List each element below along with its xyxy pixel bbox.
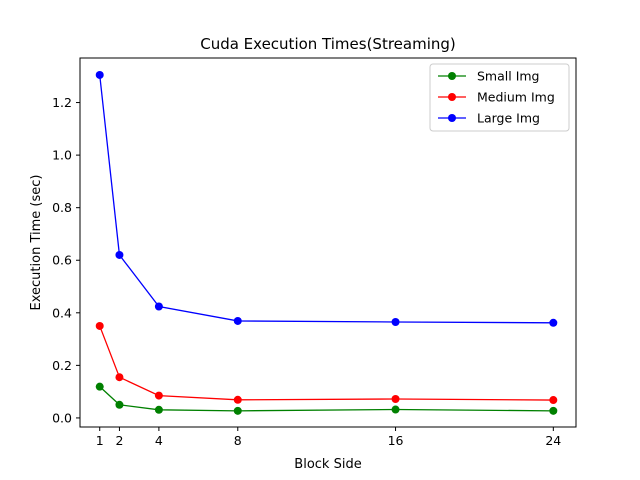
data-point	[233, 406, 242, 415]
data-point	[115, 250, 124, 259]
y-tick-label: 0.6	[52, 253, 72, 268]
y-tick-label: 0.0	[52, 410, 72, 425]
x-axis-label: Block Side	[294, 457, 361, 472]
data-point	[391, 405, 400, 414]
legend-marker	[448, 114, 456, 122]
series-line	[99, 386, 554, 412]
y-tick-label: 0.2	[52, 358, 72, 373]
legend: Small Img Medium Img Large Img	[429, 63, 570, 132]
x-tick-label: 4	[155, 433, 163, 448]
data-point	[391, 395, 400, 404]
legend-label: Large Img	[477, 111, 540, 126]
series-line	[99, 74, 554, 324]
y-tick-label: 0.8	[52, 200, 72, 215]
legend-label: Medium Img	[477, 90, 555, 105]
data-point	[549, 406, 558, 415]
data-point	[154, 391, 163, 400]
data-point	[233, 316, 242, 325]
data-point	[115, 373, 124, 382]
y-tick-label: 1.0	[52, 148, 72, 163]
series-medium-img	[95, 321, 558, 405]
legend-label: Small Img	[477, 69, 540, 84]
series-layer	[95, 70, 558, 415]
data-point	[95, 321, 104, 330]
data-point	[391, 318, 400, 327]
x-tick-label: 1	[96, 433, 104, 448]
y-axis: 0.0 0.2 0.4 0.6 0.8 1.0 1.2	[52, 95, 80, 425]
data-point	[549, 318, 558, 327]
data-point	[95, 70, 104, 79]
data-point	[95, 382, 104, 391]
legend-marker	[448, 72, 456, 80]
data-point	[115, 400, 124, 409]
legend-marker	[448, 93, 456, 101]
data-point	[154, 302, 163, 311]
y-axis-label: Execution Time (sec)	[29, 175, 44, 311]
y-tick-label: 1.2	[52, 95, 72, 110]
x-tick-label: 16	[388, 433, 404, 448]
x-axis: 1 2 4 8 16 24	[96, 427, 561, 448]
data-point	[233, 395, 242, 404]
series-line	[99, 325, 554, 401]
series-small-img	[95, 382, 558, 415]
legend-box	[429, 63, 570, 132]
data-point	[154, 405, 163, 414]
x-tick-label: 8	[234, 433, 242, 448]
data-point	[549, 396, 558, 405]
plot-frame	[79, 57, 577, 428]
series-large-img	[95, 70, 558, 327]
y-tick-label: 0.4	[52, 305, 72, 320]
chart-title: Cuda Execution Times(Streaming)	[200, 35, 456, 53]
x-tick-label: 2	[115, 433, 123, 448]
legend-items: Small Img Medium Img Large Img	[438, 69, 555, 126]
x-tick-label: 24	[545, 433, 561, 448]
